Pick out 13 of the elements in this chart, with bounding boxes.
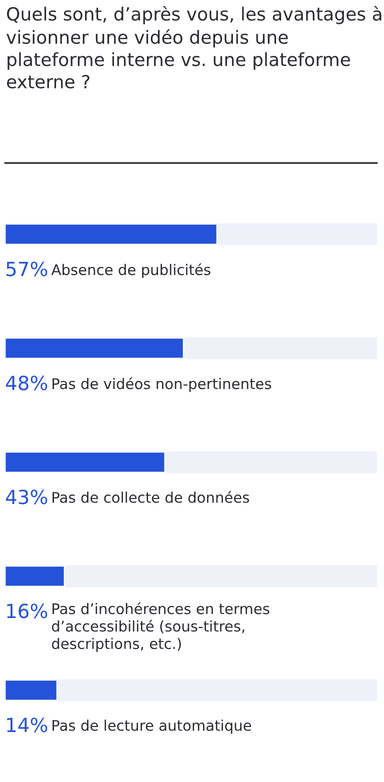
y-tick-label: Pas de collecte de données <box>52 491 250 503</box>
data-label: 16% <box>7 604 48 618</box>
chart-title: Quels sont, d’après vous, les avantages à visionner une vidéo depuis une plateforme interne vs. une plateforme externe ? <box>6 6 382 88</box>
y-tick-label: Pas d’incohérences en termes d’accessibilité (sous-titres, descriptions, etc.) <box>52 602 270 652</box>
data-label: 48% <box>6 376 48 390</box>
bar <box>5 679 58 702</box>
y-tick-label: Pas de lecture automatique <box>52 720 252 734</box>
y-tick-label: Absence de publicités <box>51 263 210 278</box>
bar <box>5 565 66 588</box>
data-label: 57% <box>6 262 48 276</box>
y-tick-label: Pas de vidéos non-pertinentes <box>52 377 272 392</box>
data-label: 14% <box>7 718 48 732</box>
data-label: 43% <box>6 490 48 504</box>
